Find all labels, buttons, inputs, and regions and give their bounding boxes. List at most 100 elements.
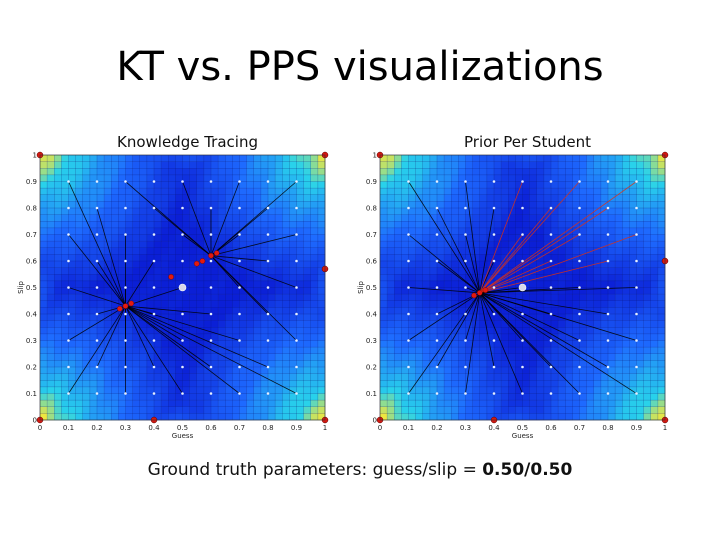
heatmap-cell	[479, 214, 488, 222]
heatmap-cell	[275, 161, 283, 169]
heatmap-cell	[246, 234, 255, 242]
heatmap-cell	[551, 221, 559, 229]
heatmap-cell	[132, 201, 141, 209]
heatmap-cell	[536, 353, 545, 361]
heatmap-cell	[536, 333, 545, 341]
heatmap-cell	[394, 413, 402, 421]
start-point	[492, 233, 496, 236]
heatmap-cell	[268, 254, 276, 262]
heatmap-cell	[650, 314, 659, 321]
heatmap-cell	[268, 274, 276, 282]
heatmap-cell	[551, 327, 559, 335]
heatmap-cell	[650, 413, 659, 421]
heatmap-cell	[303, 214, 312, 222]
heatmap-cell	[68, 201, 76, 209]
heatmap-cell	[310, 373, 319, 381]
heatmap-cell	[451, 214, 459, 222]
heatmap-cell	[232, 400, 240, 408]
heatmap-cell	[125, 380, 133, 388]
heatmap-cell	[629, 367, 637, 374]
heatmap-cell	[239, 174, 247, 182]
heatmap-cell	[317, 386, 326, 394]
heatmap-cell	[239, 161, 247, 169]
heatmap-cell	[600, 353, 609, 361]
heatmap-cell	[47, 393, 55, 401]
start-point	[95, 259, 99, 263]
heatmap-cell	[401, 353, 409, 361]
heatmap-cell	[189, 400, 198, 408]
heatmap-cell	[89, 360, 98, 368]
heatmap-cell	[437, 380, 445, 388]
heatmap-cell	[565, 307, 573, 315]
heatmap-cell	[161, 194, 169, 202]
heatmap-cell	[175, 367, 183, 374]
heatmap-cell	[522, 320, 530, 328]
heatmap-cell	[310, 181, 319, 189]
heatmap-cell	[558, 155, 566, 162]
heatmap-cell	[253, 194, 262, 202]
heatmap-cell	[579, 174, 587, 182]
heatmap-cell	[551, 254, 559, 262]
heatmap-cell	[282, 241, 290, 249]
heatmap-cell	[303, 274, 312, 282]
heatmap-cell	[586, 174, 595, 182]
heatmap-cell	[132, 347, 141, 355]
heatmap-cell	[593, 340, 602, 348]
heatmap-cell	[401, 340, 409, 348]
heatmap-cell	[551, 314, 559, 321]
heatmap-cell	[622, 413, 630, 421]
heatmap-cell	[310, 221, 319, 229]
heatmap-cell	[593, 214, 602, 222]
heatmap-cell	[54, 274, 62, 282]
heatmap-cell	[139, 400, 148, 408]
heatmap-cell	[232, 241, 240, 249]
heatmap-cell	[643, 247, 652, 255]
heatmap-cell	[458, 221, 466, 229]
heatmap-cell	[650, 380, 659, 388]
heatmap-cell	[486, 161, 495, 169]
heatmap-cell	[486, 234, 495, 242]
heatmap-cell	[182, 181, 190, 189]
heatmap-cell	[437, 267, 445, 275]
start-point	[209, 233, 213, 236]
heatmap-cell	[40, 327, 48, 335]
heatmap-cell	[189, 380, 198, 388]
heatmap-cell	[600, 188, 609, 196]
heatmap-cell	[437, 168, 445, 176]
heatmap-cell	[508, 360, 516, 368]
heatmap-cell	[289, 386, 297, 394]
start-point	[521, 259, 524, 263]
heatmap-cell	[508, 340, 516, 348]
heatmap-cell	[111, 320, 119, 328]
heatmap-cell	[415, 188, 424, 196]
heatmap-cell	[317, 188, 326, 196]
heatmap-cell	[161, 174, 169, 182]
heatmap-cell	[536, 314, 545, 321]
heatmap-cell	[97, 155, 105, 162]
heatmap-cell	[182, 347, 190, 355]
heatmap-cell	[643, 320, 652, 328]
heatmap-cell	[182, 234, 190, 242]
heatmap-cell	[211, 221, 219, 229]
heatmap-cell	[508, 406, 516, 414]
heatmap-cell	[125, 261, 133, 268]
heatmap-cell	[643, 373, 652, 381]
heatmap-cell	[296, 380, 304, 388]
heatmap-cell	[146, 347, 155, 355]
heatmap-cell	[218, 367, 226, 374]
heatmap-cell	[61, 214, 69, 222]
heatmap-cell	[508, 300, 516, 308]
heatmap-cell	[168, 174, 176, 182]
heatmap-cell	[543, 280, 552, 288]
heatmap-cell	[558, 333, 566, 341]
heatmap-cell	[650, 294, 659, 302]
heatmap-cell	[310, 327, 319, 335]
heatmap-cell	[282, 413, 290, 421]
heatmap-cell	[558, 161, 566, 169]
heatmap-cell	[47, 181, 55, 189]
heatmap-cell	[196, 174, 205, 182]
heatmap-cell	[501, 194, 509, 202]
heatmap-cell	[615, 333, 623, 341]
heatmap-cell	[253, 280, 262, 288]
heatmap-cell	[586, 314, 595, 321]
